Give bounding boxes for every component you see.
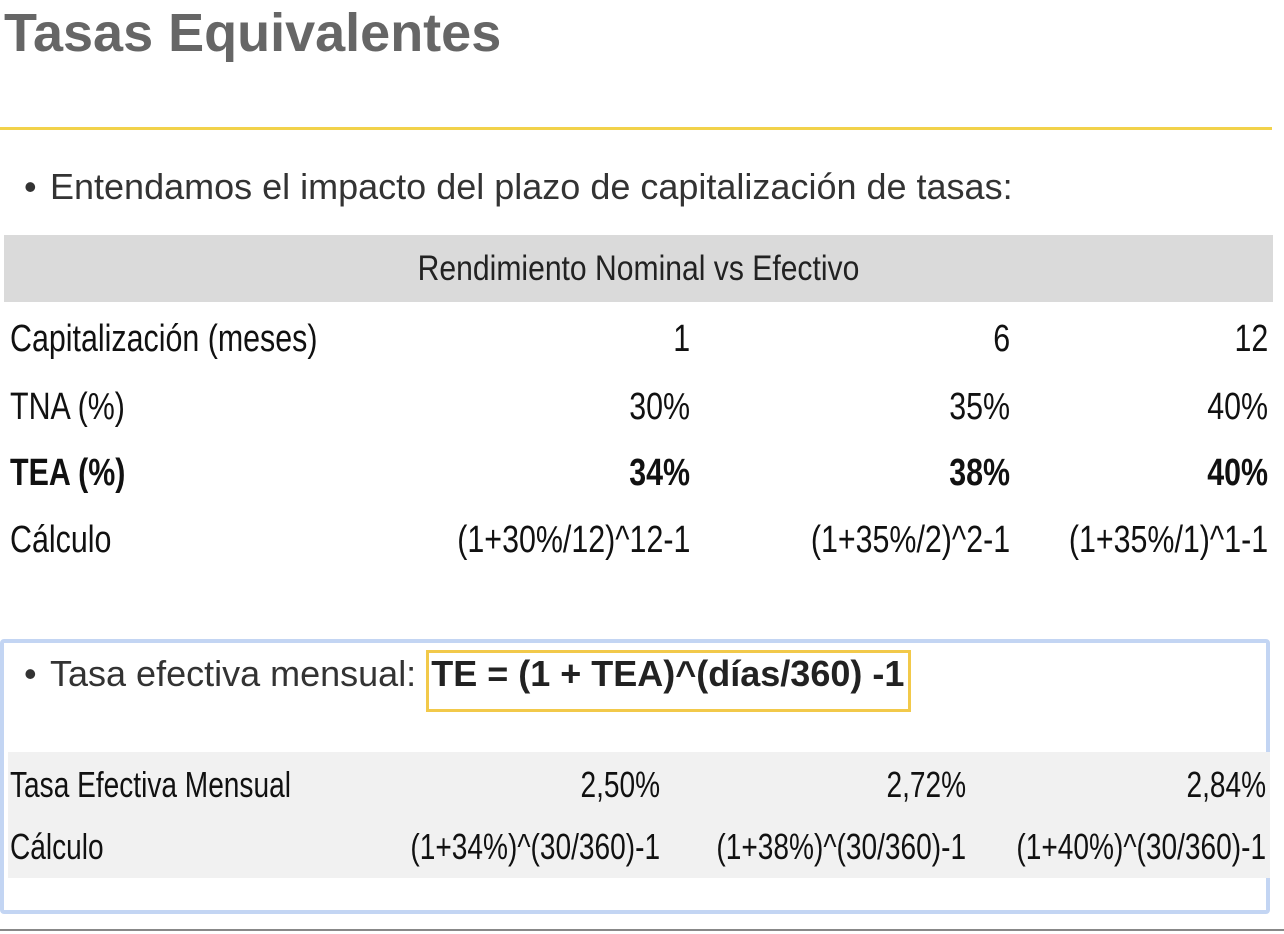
table-cell: 1 — [673, 318, 690, 360]
table-row: Cálculo (1+34%)^(30/360)-1 (1+38%)^(30/3… — [10, 826, 1266, 882]
row-label: TNA (%) — [10, 386, 125, 428]
table-cell: 34% — [629, 452, 690, 494]
bottom-divider — [0, 929, 1284, 931]
title-divider — [0, 127, 1272, 130]
table-cell: (1+40%)^(30/360)-1 — [1016, 826, 1266, 867]
bullet-intro-text: Entendamos el impacto del plazo de capit… — [50, 166, 1013, 207]
table-cell: 35% — [949, 386, 1010, 428]
table-cell: (1+35%/2)^2-1 — [810, 519, 1010, 561]
table2-background — [8, 752, 1270, 878]
row-label: Capitalización (meses) — [10, 318, 318, 360]
table-cell: 12 — [1234, 318, 1268, 360]
table-row: Cálculo (1+30%/12)^12-1 (1+35%/2)^2-1 (1… — [10, 519, 1268, 579]
table-cell: 6 — [993, 318, 1010, 360]
table-header-title: Rendimiento Nominal vs Efectivo — [417, 249, 860, 288]
table-cell: (1+30%/12)^12-1 — [456, 519, 690, 561]
table-header: Rendimiento Nominal vs Efectivo — [4, 235, 1273, 302]
bullet-marker: • — [24, 166, 37, 207]
table-row: TEA (%) 34% 38% 40% — [10, 452, 1268, 512]
bullet-intro: • Entendamos el impacto del plazo de capi… — [24, 166, 1013, 208]
table-row: Tasa Efectiva Mensual 2,50% 2,72% 2,84% — [10, 764, 1266, 820]
table-cell: 30% — [629, 386, 690, 428]
table-cell: 40% — [1207, 386, 1268, 428]
bullet-monthly-text: Tasa efectiva mensual: — [50, 653, 427, 694]
table-cell: 40% — [1207, 452, 1268, 494]
row-label: Cálculo — [10, 519, 112, 561]
bullet-marker: • — [24, 653, 37, 694]
row-label: Tasa Efectiva Mensual — [10, 764, 291, 805]
table-cell: 2,50% — [580, 764, 660, 805]
table-cell: (1+35%/1)^1-1 — [1068, 519, 1268, 561]
table-cell: 2,72% — [886, 764, 966, 805]
formula-highlight: TE = (1 + TEA)^(días/360) -1 — [426, 650, 912, 712]
bullet-monthly-rate: • Tasa efectiva mensual: TE = (1 + TEA)^(… — [24, 650, 912, 712]
row-label: Cálculo — [10, 826, 104, 867]
table-row: TNA (%) 30% 35% 40% — [10, 386, 1268, 446]
table-cell: 38% — [949, 452, 1010, 494]
slide-title: Tasas Equivalentes — [4, 3, 502, 63]
table-cell: (1+34%)^(30/360)-1 — [410, 826, 660, 867]
table-cell: (1+38%)^(30/360)-1 — [716, 826, 966, 867]
table-cell: 2,84% — [1186, 764, 1266, 805]
table-row: Capitalización (meses) 1 6 12 — [10, 318, 1268, 378]
row-label: TEA (%) — [10, 452, 126, 494]
